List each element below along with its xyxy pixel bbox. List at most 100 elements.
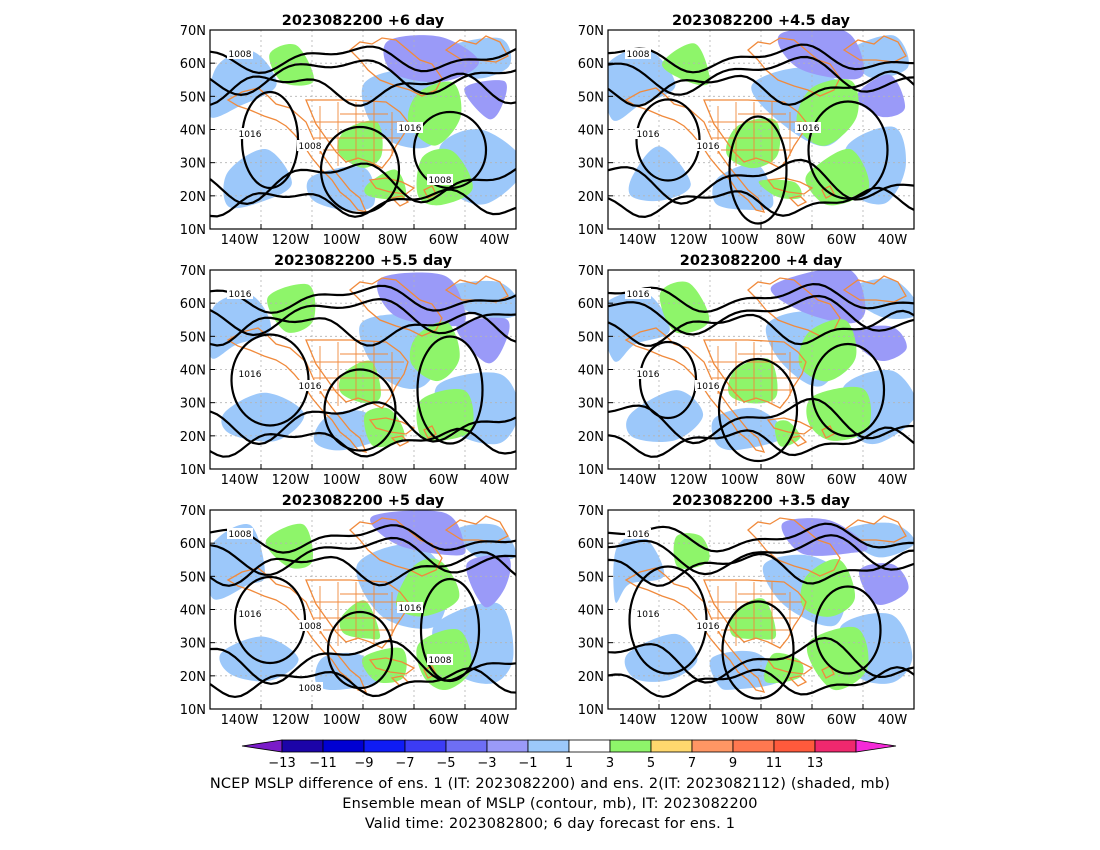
strong-negative-anomaly-shading (856, 74, 906, 118)
lat-tick-label: 60N (180, 297, 206, 312)
contour-label-bg (427, 654, 453, 665)
colorbar-swatch (527, 739, 570, 753)
coastline (444, 515, 509, 543)
mslp-contour (416, 335, 484, 445)
mslp-contour (721, 600, 795, 700)
colorbar-label: −9 (354, 756, 373, 771)
contour-label-bg (635, 128, 661, 139)
mslp-contour (608, 666, 914, 698)
colorbar-label: −13 (268, 756, 295, 771)
contour-label-bg (297, 682, 323, 693)
lon-tick-label: 120W (272, 233, 310, 248)
colorbar-label: 9 (729, 756, 737, 771)
coastline (703, 99, 807, 169)
contour-label-bg (297, 380, 323, 391)
mslp-contour (210, 284, 516, 314)
contour-label: 1016 (797, 124, 820, 134)
lat-tick-label: 40N (578, 604, 604, 619)
lat-tick-label: 10N (578, 703, 604, 718)
lon-tick-label: 100W (323, 713, 361, 728)
mslp-contour (807, 100, 889, 200)
lon-tick-label: 40W (878, 473, 908, 488)
strong-negative-anomaly-shading (859, 563, 909, 605)
lat-tick-label: 30N (180, 637, 206, 652)
map-area: 1016 1016 1016 (608, 510, 914, 709)
coastline (349, 37, 443, 97)
lat-tick-label: 50N (180, 90, 206, 105)
mslp-contour (608, 186, 914, 219)
strong-negative-anomaly-shading (466, 555, 511, 608)
lon-tick-label: 120W (670, 713, 708, 728)
colorbar-label: 5 (647, 756, 655, 771)
positive-anomaly-shading (361, 647, 407, 684)
coastline (842, 275, 907, 303)
strong-negative-anomaly-shading (376, 272, 466, 327)
map-panel-5: 2023082200 +5 day10081016100810161008100… (180, 493, 517, 728)
contour-label-bg (635, 368, 661, 379)
map-area: 1008 1016 1016 1016 (608, 30, 914, 229)
mslp-contour (210, 188, 516, 218)
contour-label: 1016 (239, 370, 262, 380)
mslp-contour (608, 70, 914, 108)
contour-label: 1016 (697, 622, 720, 632)
lon-tick-label: 80W (378, 473, 408, 488)
lon-tick-label: 120W (272, 473, 310, 488)
colorbar-label: 3 (606, 756, 614, 771)
lat-tick-label: 10N (180, 703, 206, 718)
contour-label: 1008 (627, 50, 650, 60)
coastline (842, 515, 907, 543)
colorbar-swatch (773, 739, 816, 753)
strong-negative-anomaly-shading (383, 35, 480, 83)
lon-tick-label: 140W (221, 713, 259, 728)
mslp-contour (210, 45, 516, 75)
contour-label: 1016 (229, 290, 252, 300)
colorbar-label: 13 (807, 756, 824, 771)
mslp-contour (810, 342, 886, 438)
contour-label: 1016 (239, 130, 262, 140)
caption-line-2: Ensemble mean of MSLP (contour, mb), IT:… (342, 796, 758, 812)
colorbar-swatch (568, 739, 611, 753)
lat-tick-label: 30N (180, 157, 206, 172)
mslp-contour (608, 522, 914, 553)
strong-negative-anomaly-shading (464, 80, 507, 120)
lon-tick-label: 140W (221, 473, 259, 488)
negative-anomaly-shading (210, 50, 277, 118)
lat-tick-label: 40N (578, 364, 604, 379)
negative-anomaly-shading (219, 636, 299, 682)
colorbar-swatch (363, 739, 406, 753)
coastline (821, 665, 835, 679)
mslp-contour (608, 158, 914, 205)
lat-tick-label: 30N (578, 397, 604, 412)
lat-tick-label: 20N (578, 430, 604, 445)
coastline (390, 435, 410, 447)
contour-label: 1016 (637, 130, 660, 140)
coastline (788, 675, 808, 687)
colorbar-label: −7 (395, 756, 414, 771)
contour-label-bg (625, 48, 651, 59)
coastline (305, 99, 409, 169)
mslp-contour (814, 585, 882, 675)
contour-label-bg (397, 122, 423, 133)
coastline (788, 435, 808, 447)
strong-negative-anomaly-shading (370, 510, 466, 556)
panel-title: 2023082200 +4.5 day (672, 13, 851, 29)
map-panel-1: 2023082200 +6 day 1008 1016 1008 1016 1008 70N… (180, 13, 517, 248)
caption-line-3: Valid time: 2023082800; 6 day forecast f… (364, 816, 736, 832)
lat-tick-label: 30N (578, 157, 604, 172)
lon-tick-label: 80W (776, 713, 806, 728)
mslp-contour (419, 577, 481, 683)
contour-label: 1008 (229, 50, 252, 60)
lon-tick-label: 60W (827, 713, 857, 728)
lat-tick-label: 70N (180, 504, 206, 519)
mslp-contour (210, 59, 516, 97)
contour-label: 1016 (627, 290, 650, 300)
lat-tick-label: 60N (578, 297, 604, 312)
map-area: 1016 1016 1016 (210, 270, 516, 469)
negative-anomaly-shading (223, 148, 292, 209)
lon-tick-label: 120W (670, 473, 708, 488)
lat-tick-label: 10N (180, 223, 206, 238)
coastline (226, 87, 368, 213)
coastline (624, 87, 766, 213)
map-panel-2: 2023082200 +4.5 day 1008 1016 1016 1016 70N 60… (578, 13, 915, 248)
